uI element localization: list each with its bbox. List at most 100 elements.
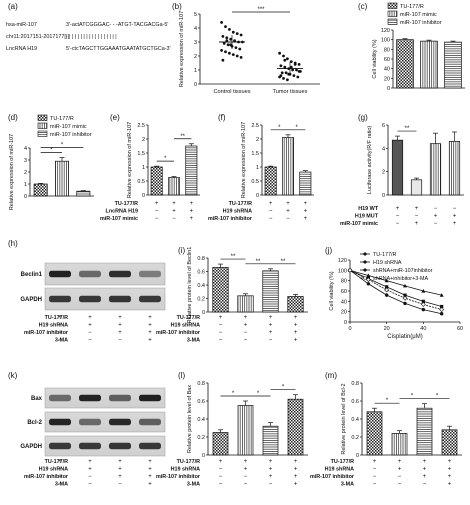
panel-h-blot-strip — [44, 262, 166, 286]
panel-j-point-4 — [365, 277, 371, 283]
panel-e-bar-2 — [168, 177, 180, 196]
panel-b-y-tick-label: 1 — [194, 68, 197, 74]
panel-l-condition-label: TU-177/R — [177, 459, 200, 465]
panel-j-legend-label: shRNA+miR-107inhibitor — [373, 268, 433, 274]
panel-c-letter: (c) — [358, 2, 368, 11]
panel-b-point-2 — [297, 70, 301, 73]
panel-b-point-2 — [286, 57, 289, 61]
panel-b-y-tick-label: 5 — [194, 12, 197, 18]
panel-d-y-label: Relative expression of miR-107 — [9, 134, 15, 210]
panel-j-series-line-3 — [349, 269, 442, 296]
panel-b-letter: (b) — [172, 2, 182, 11]
panel-b-point-2 — [282, 54, 285, 58]
panel-k-blot-label: GAPDH — [20, 444, 42, 450]
panel-k-condition-sign: − — [58, 474, 62, 480]
panel-c-legend-swatch — [387, 18, 398, 25]
panel-b-point-2 — [289, 60, 293, 63]
panel-f-condition-label: H19 shRNA — [223, 209, 252, 215]
panel-b-point-2 — [287, 72, 291, 76]
panel-j-x-tick-label: 60 — [457, 326, 463, 332]
panel-d-sig-label: * — [50, 148, 53, 154]
panel-j-legend-marker — [363, 260, 367, 264]
panel-d-bar-2 — [55, 160, 69, 197]
panel-e-condition-sign: + — [190, 216, 194, 222]
panel-l-y-tick-label: 0.2 — [197, 435, 205, 441]
panel-e-y-tick-label: 0.5 — [137, 179, 145, 185]
panel-h-letter: (h) — [8, 239, 18, 248]
panel-j-point-1 — [385, 285, 389, 289]
panel-j-point-2 — [439, 312, 444, 316]
panel-k-blot-label: Bcl-2 — [27, 420, 42, 426]
panel-b-point-2 — [296, 75, 300, 79]
panel-g-y-tick-label: 6 — [382, 123, 385, 129]
panel-b-point-2 — [286, 78, 289, 82]
panel-j-y-tick-label: 120 — [338, 258, 347, 264]
panel-g-condition-sign: + — [396, 206, 400, 212]
panel-h-condition-sign: − — [58, 338, 62, 344]
panel-l-condition-sign: + — [244, 467, 248, 473]
panel-e-y-tick-label: 2.5 — [137, 123, 145, 129]
panel-m-condition-sign: + — [423, 474, 427, 480]
panel-j-point-4 — [420, 302, 426, 307]
panel-b-point-1 — [222, 42, 226, 45]
panel-i-condition-sign: − — [244, 330, 248, 336]
panel-j-x-tick-label: 20 — [384, 326, 390, 332]
panel-k-condition-sign: + — [148, 459, 152, 465]
panel-f-condition-sign: − — [286, 216, 290, 222]
panel-l-y-tick-label: 0 — [202, 453, 205, 459]
panel-g-condition-sign: − — [396, 214, 400, 220]
panel-g-bar-2 — [410, 179, 423, 196]
panel-h-condition-sign: − — [58, 323, 62, 329]
panel-j-x-tick-label: 40 — [420, 326, 426, 332]
panel-m-condition-sign: − — [373, 482, 377, 488]
panel-b-point-2 — [279, 74, 283, 77]
panel-g-condition-sign: + — [415, 221, 419, 227]
panel-j-y-tick-label: 40 — [341, 299, 347, 305]
panel-i-condition-sign: + — [269, 323, 273, 329]
panel-h-condition-sign: + — [88, 323, 92, 329]
panel-e-y-tick-label: 2 — [142, 137, 145, 143]
panel-g-condition-sign: + — [453, 214, 457, 220]
figure-layer: (a) hsa-miR-107 3'-actATCGGGAC- - -ATGT-TA… — [6, 2, 465, 488]
panel-j-point-3 — [439, 293, 444, 297]
panel-j-x-tick-label: 0 — [348, 326, 351, 332]
panel-l-bar-1 — [212, 432, 229, 456]
panel-b-point-1 — [235, 32, 239, 35]
panel-k-letter: (k) — [8, 371, 18, 380]
panel-h-blot-label: Beclin1 — [21, 272, 43, 278]
panel-e-bar-3 — [185, 145, 198, 196]
panel-k-band — [109, 418, 131, 426]
panel-i-condition-sign: + — [244, 315, 248, 321]
panel-i-bar-1 — [212, 267, 229, 313]
panel-m-bar-3 — [416, 407, 433, 456]
panel-k-condition-label: H19 shRNA — [39, 467, 68, 473]
panel-h-condition-sign: + — [148, 330, 152, 336]
panel-c-y-tick-label: 0 — [387, 86, 390, 92]
panel-h-condition-sign: + — [148, 315, 152, 321]
panel-c-y-tick-label: 80 — [384, 47, 390, 53]
panel-g-bar-3 — [429, 143, 442, 196]
panel-b-point-1 — [225, 39, 229, 42]
panel-f-bar-1 — [264, 166, 277, 196]
panel-c-legend-swatch — [387, 10, 398, 17]
panel-l-condition-sign: − — [244, 482, 248, 488]
panel-m-bar-1 — [366, 411, 383, 456]
panel-m-y-tick-label: 0.6 — [351, 399, 359, 405]
panel-j-point-1 — [421, 299, 425, 303]
panel-k-band — [109, 394, 131, 402]
panel-i-y-tick-label: 0.4 — [197, 283, 205, 289]
panel-l-bar-4 — [287, 398, 304, 456]
panel-a-row-sequence: 5'-ctcTAGCTTGGAAATGAATATGCTGCa-3' — [66, 46, 171, 52]
panel-c-legend-label: miR-107 inhibitor — [400, 20, 442, 26]
panel-e-sig-label: ** — [180, 134, 185, 140]
panel-b-point-1 — [229, 37, 233, 41]
panel-b-point-2 — [279, 64, 283, 68]
panel-m-condition-sign: + — [423, 467, 427, 473]
panel-e-condition-sign: − — [172, 216, 176, 222]
panel-a-row-sequence: 3'-actATCGGGAC- - -ATGT-TACGACGa-5' — [66, 22, 168, 28]
panel-d-y-tick-label: 4 — [24, 146, 27, 152]
panel-l-y-label: Relative protein level of Bax — [187, 385, 193, 453]
panel-j-legend-label: TU-177/R — [373, 252, 396, 258]
